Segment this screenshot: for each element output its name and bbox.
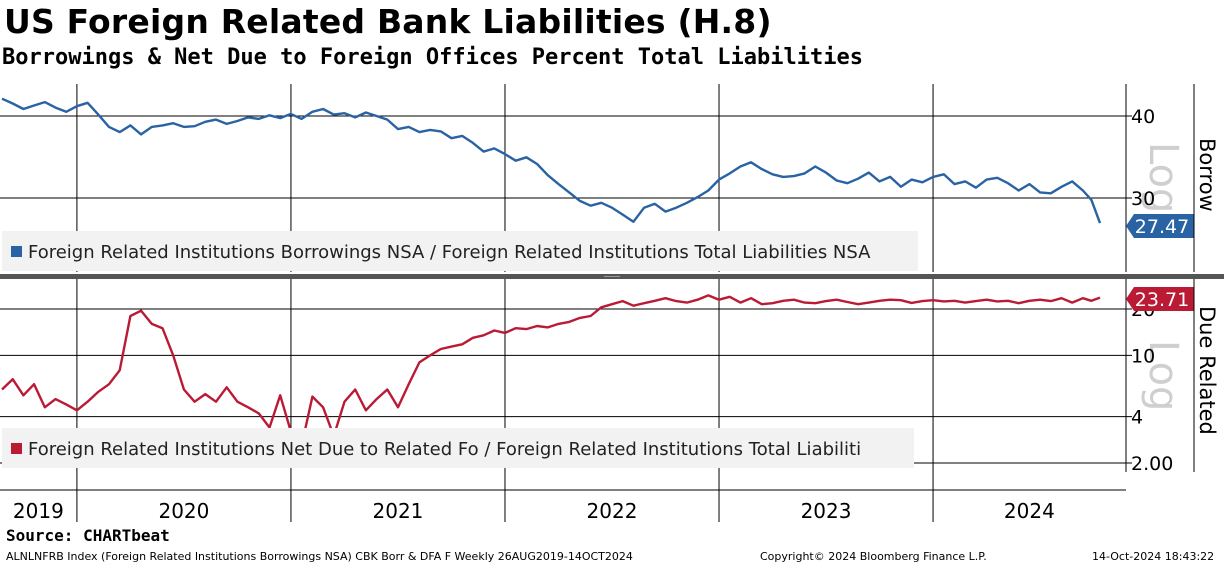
chart-title: US Foreign Related Bank Liabilities (H.8…	[4, 2, 772, 41]
source-note: Source: CHARTbeat	[6, 526, 170, 545]
due-legend-text: Foreign Related Institutions Net Due to …	[28, 439, 861, 460]
x-label-2020: 2020	[158, 499, 209, 523]
footer-copyright: Copyright© 2024 Bloomberg Finance L.P.	[760, 550, 987, 563]
chart-subtitle: Borrowings & Net Due to Foreign Offices …	[2, 45, 863, 70]
due-axis-title: Due Related	[1195, 306, 1219, 435]
x-axis: 2019 2020 2021 2022 2023 2024	[0, 472, 1126, 523]
due-series-line	[1, 294, 1101, 447]
x-axis-labels: 2019 2020 2021 2022 2023 2024	[13, 499, 1055, 523]
x-label-2022: 2022	[587, 499, 638, 523]
top-horizontal-gridlines	[0, 115, 1132, 199]
borrow-series-line	[1, 97, 1102, 224]
bottom-log-label: Log	[1140, 340, 1186, 411]
y-tick-label-4: 4	[1131, 407, 1143, 429]
footer-ticker: ALNLNFRB Index (Foreign Related Institut…	[6, 550, 633, 563]
x-label-2023: 2023	[801, 499, 852, 523]
x-label-2024: 2024	[1004, 499, 1055, 523]
top-y-axis-ticks: 40 30	[1131, 106, 1155, 210]
top-panel: Log Foreign Related Institutions Borrowi…	[0, 84, 1219, 272]
y-tick-label-2.00: 2.00	[1131, 453, 1173, 475]
top-log-label: Log	[1140, 142, 1186, 213]
due-last-value-tag	[1126, 287, 1194, 311]
borrow-last-value-tag	[1126, 214, 1194, 238]
due-legend-swatch	[11, 443, 22, 454]
footer-timestamp: 14-Oct-2024 18:43:22	[1092, 550, 1215, 563]
x-axis-ticks	[76, 472, 934, 522]
x-label-2021: 2021	[373, 499, 424, 523]
borrow-axis-title: Borrow	[1195, 138, 1219, 212]
y-tick-label-30: 30	[1131, 188, 1155, 210]
y-tick-label-10: 10	[1131, 345, 1155, 367]
y-tick-label-40: 40	[1131, 106, 1155, 128]
borrow-last-value: 27.47	[1135, 216, 1189, 238]
bottom-panel: Log Foreign Related Institutions Net Due…	[0, 279, 1219, 475]
x-label-2019: 2019	[13, 499, 64, 523]
borrow-legend-text: Foreign Related Institutions Borrowings …	[28, 242, 871, 263]
borrow-legend-swatch	[11, 246, 22, 257]
bottom-legend-box	[2, 428, 914, 468]
due-last-value: 23.71	[1135, 289, 1189, 311]
top-legend-box	[2, 231, 918, 271]
